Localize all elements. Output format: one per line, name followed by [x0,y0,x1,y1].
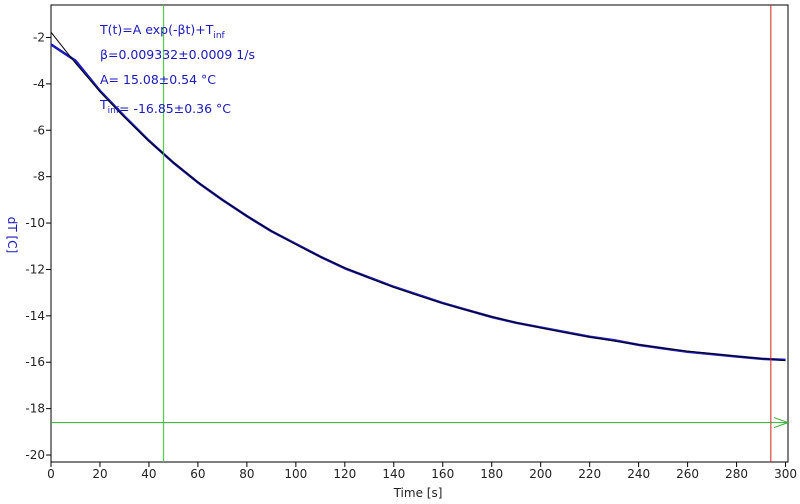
plot-frame [50,4,789,463]
x-tick-label: 260 [676,467,699,481]
y-tick-label: -8 [33,170,45,184]
series-line [50,31,786,362]
annotation: Tinf= -16.85±0.36 °C [99,97,231,116]
annotation-text: = -16.85±0.36 °C [119,101,231,116]
series-line [50,43,786,362]
y-tick-label: -20 [25,448,45,462]
x-tick-label: 60 [190,467,205,481]
x-tick-label: 80 [239,467,254,481]
y-tick-label: -12 [25,262,45,276]
x-tick-label: 200 [529,467,552,481]
y-tick-label: -2 [33,30,45,44]
y-tick-label: -16 [25,355,45,369]
annotation-text: T [99,97,108,112]
x-tick-label: 140 [382,467,405,481]
y-axis-label: dT [C] [5,217,19,254]
x-axis-label: Time [s] [393,486,443,500]
annotation: β=0.009332±0.0009 1/s [100,47,255,62]
annotation-subscript: inf [108,106,120,116]
annotation: A= 15.08±0.54 °C [100,72,216,87]
x-tick-label: 40 [141,467,156,481]
x-tick-label: 300 [774,467,797,481]
x-tick-label: 160 [431,467,454,481]
annotation-text: β=0.009332±0.0009 1/s [100,47,255,62]
annotation-text: T(t)=A exp(-βt)+T [99,22,214,37]
y-tick-label: -6 [33,123,45,137]
y-tick-label: -10 [25,216,45,230]
y-tick-label: -18 [25,402,45,416]
x-tick-label: 240 [627,467,650,481]
x-tick-label: 280 [725,467,748,481]
annotation-subscript: inf [213,31,225,41]
x-tick-label: 220 [578,467,601,481]
x-tick-label: 0 [47,467,55,481]
annotation-text: A= 15.08±0.54 °C [100,72,216,87]
x-tick-label: 180 [480,467,503,481]
x-tick-label: 120 [333,467,356,481]
x-tick-label: 100 [284,467,307,481]
y-tick-label: -4 [33,77,45,91]
level-arrow [773,417,790,429]
annotation: T(t)=A exp(-βt)+Tinf [99,22,226,41]
x-tick-label: 20 [92,467,107,481]
y-tick-label: -14 [25,309,45,323]
